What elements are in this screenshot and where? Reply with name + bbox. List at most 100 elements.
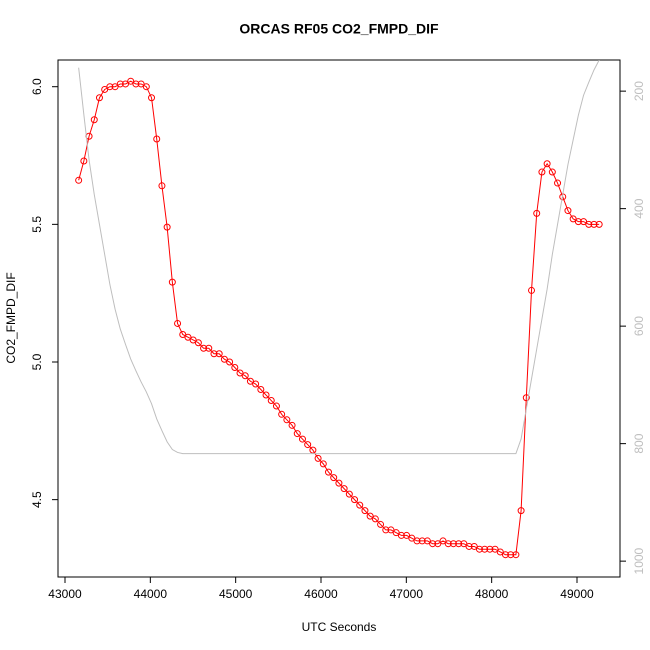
data-point bbox=[80, 157, 88, 165]
data-point bbox=[132, 80, 140, 88]
data-point bbox=[246, 377, 254, 385]
data-point bbox=[210, 350, 218, 358]
data-point bbox=[220, 355, 228, 363]
data-point bbox=[387, 526, 395, 534]
x-axis-label: UTC Seconds bbox=[302, 620, 377, 634]
data-point bbox=[174, 319, 182, 327]
data-point bbox=[267, 397, 275, 405]
data-point bbox=[215, 350, 223, 358]
data-point bbox=[455, 540, 463, 548]
data-point bbox=[351, 496, 359, 504]
data-point bbox=[200, 344, 208, 352]
data-point bbox=[137, 80, 145, 88]
y-tick-label: 6.0 bbox=[30, 78, 44, 95]
data-point bbox=[580, 218, 588, 226]
data-point bbox=[397, 531, 405, 539]
data-point bbox=[101, 85, 109, 93]
data-point bbox=[184, 333, 192, 341]
data-point bbox=[179, 330, 187, 338]
y-tick-label: 4.5 bbox=[30, 491, 44, 508]
data-point bbox=[429, 540, 437, 548]
data-point bbox=[158, 182, 166, 190]
data-point bbox=[491, 545, 499, 553]
data-point bbox=[528, 286, 536, 294]
data-point bbox=[434, 540, 442, 548]
plot-frame bbox=[57, 59, 621, 578]
data-point bbox=[168, 278, 176, 286]
data-point bbox=[304, 441, 312, 449]
series-line bbox=[78, 60, 600, 455]
data-point bbox=[595, 220, 603, 228]
data-point bbox=[241, 372, 249, 380]
data-point bbox=[423, 537, 431, 545]
data-point bbox=[574, 218, 582, 226]
data-point bbox=[325, 468, 333, 476]
data-point bbox=[439, 537, 447, 545]
data-point bbox=[361, 507, 369, 515]
data-point bbox=[382, 526, 390, 534]
y2-tick-label: 1000 bbox=[632, 547, 646, 574]
y-tick-label: 5.5 bbox=[30, 216, 44, 233]
data-point bbox=[517, 507, 525, 515]
y2-tick-label: 400 bbox=[632, 198, 646, 218]
data-point bbox=[366, 512, 374, 520]
data-point bbox=[95, 94, 103, 102]
data-point bbox=[564, 207, 572, 215]
data-point bbox=[272, 402, 280, 410]
series-line bbox=[78, 80, 600, 556]
data-point bbox=[403, 531, 411, 539]
data-point bbox=[75, 176, 83, 184]
data-point bbox=[501, 551, 509, 559]
data-point bbox=[543, 160, 551, 168]
data-point bbox=[486, 545, 494, 553]
x-tick-label: 49000 bbox=[560, 587, 594, 601]
data-point bbox=[340, 485, 348, 493]
data-point bbox=[111, 83, 119, 91]
data-point bbox=[231, 364, 239, 372]
data-point bbox=[283, 416, 291, 424]
data-point bbox=[507, 551, 515, 559]
data-point bbox=[533, 209, 541, 217]
data-point bbox=[153, 135, 161, 143]
data-point bbox=[371, 515, 379, 523]
data-point bbox=[226, 358, 234, 366]
data-point bbox=[444, 540, 452, 548]
data-point bbox=[293, 430, 301, 438]
data-point bbox=[512, 551, 520, 559]
data-point bbox=[142, 83, 150, 91]
data-point bbox=[449, 540, 457, 548]
data-point bbox=[314, 454, 322, 462]
data-point bbox=[262, 391, 270, 399]
data-point bbox=[116, 80, 124, 88]
data-point bbox=[330, 474, 338, 482]
data-point bbox=[148, 94, 156, 102]
y-axis-label: CO2_FMPD_DIF bbox=[4, 272, 18, 363]
data-point bbox=[475, 545, 483, 553]
x-tick-label: 48000 bbox=[475, 587, 509, 601]
data-point bbox=[548, 168, 556, 176]
x-tick-label: 46000 bbox=[304, 587, 338, 601]
data-point bbox=[460, 540, 468, 548]
data-point bbox=[470, 542, 478, 550]
data-point bbox=[309, 446, 317, 454]
data-point bbox=[163, 223, 171, 231]
data-point bbox=[413, 537, 421, 545]
y2-tick-label: 200 bbox=[632, 81, 646, 101]
x-tick-label: 47000 bbox=[390, 587, 424, 601]
data-point bbox=[569, 215, 577, 223]
data-point bbox=[408, 534, 416, 542]
data-point bbox=[127, 77, 135, 85]
data-point bbox=[356, 501, 364, 509]
data-point bbox=[121, 80, 129, 88]
y2-tick-label: 800 bbox=[632, 433, 646, 453]
data-point bbox=[590, 220, 598, 228]
x-tick-label: 45000 bbox=[219, 587, 253, 601]
data-point bbox=[252, 380, 260, 388]
x-tick-label: 43000 bbox=[48, 587, 82, 601]
data-point bbox=[319, 460, 327, 468]
data-point bbox=[106, 83, 114, 91]
y2-tick-label: 600 bbox=[632, 316, 646, 336]
data-point bbox=[194, 339, 202, 347]
